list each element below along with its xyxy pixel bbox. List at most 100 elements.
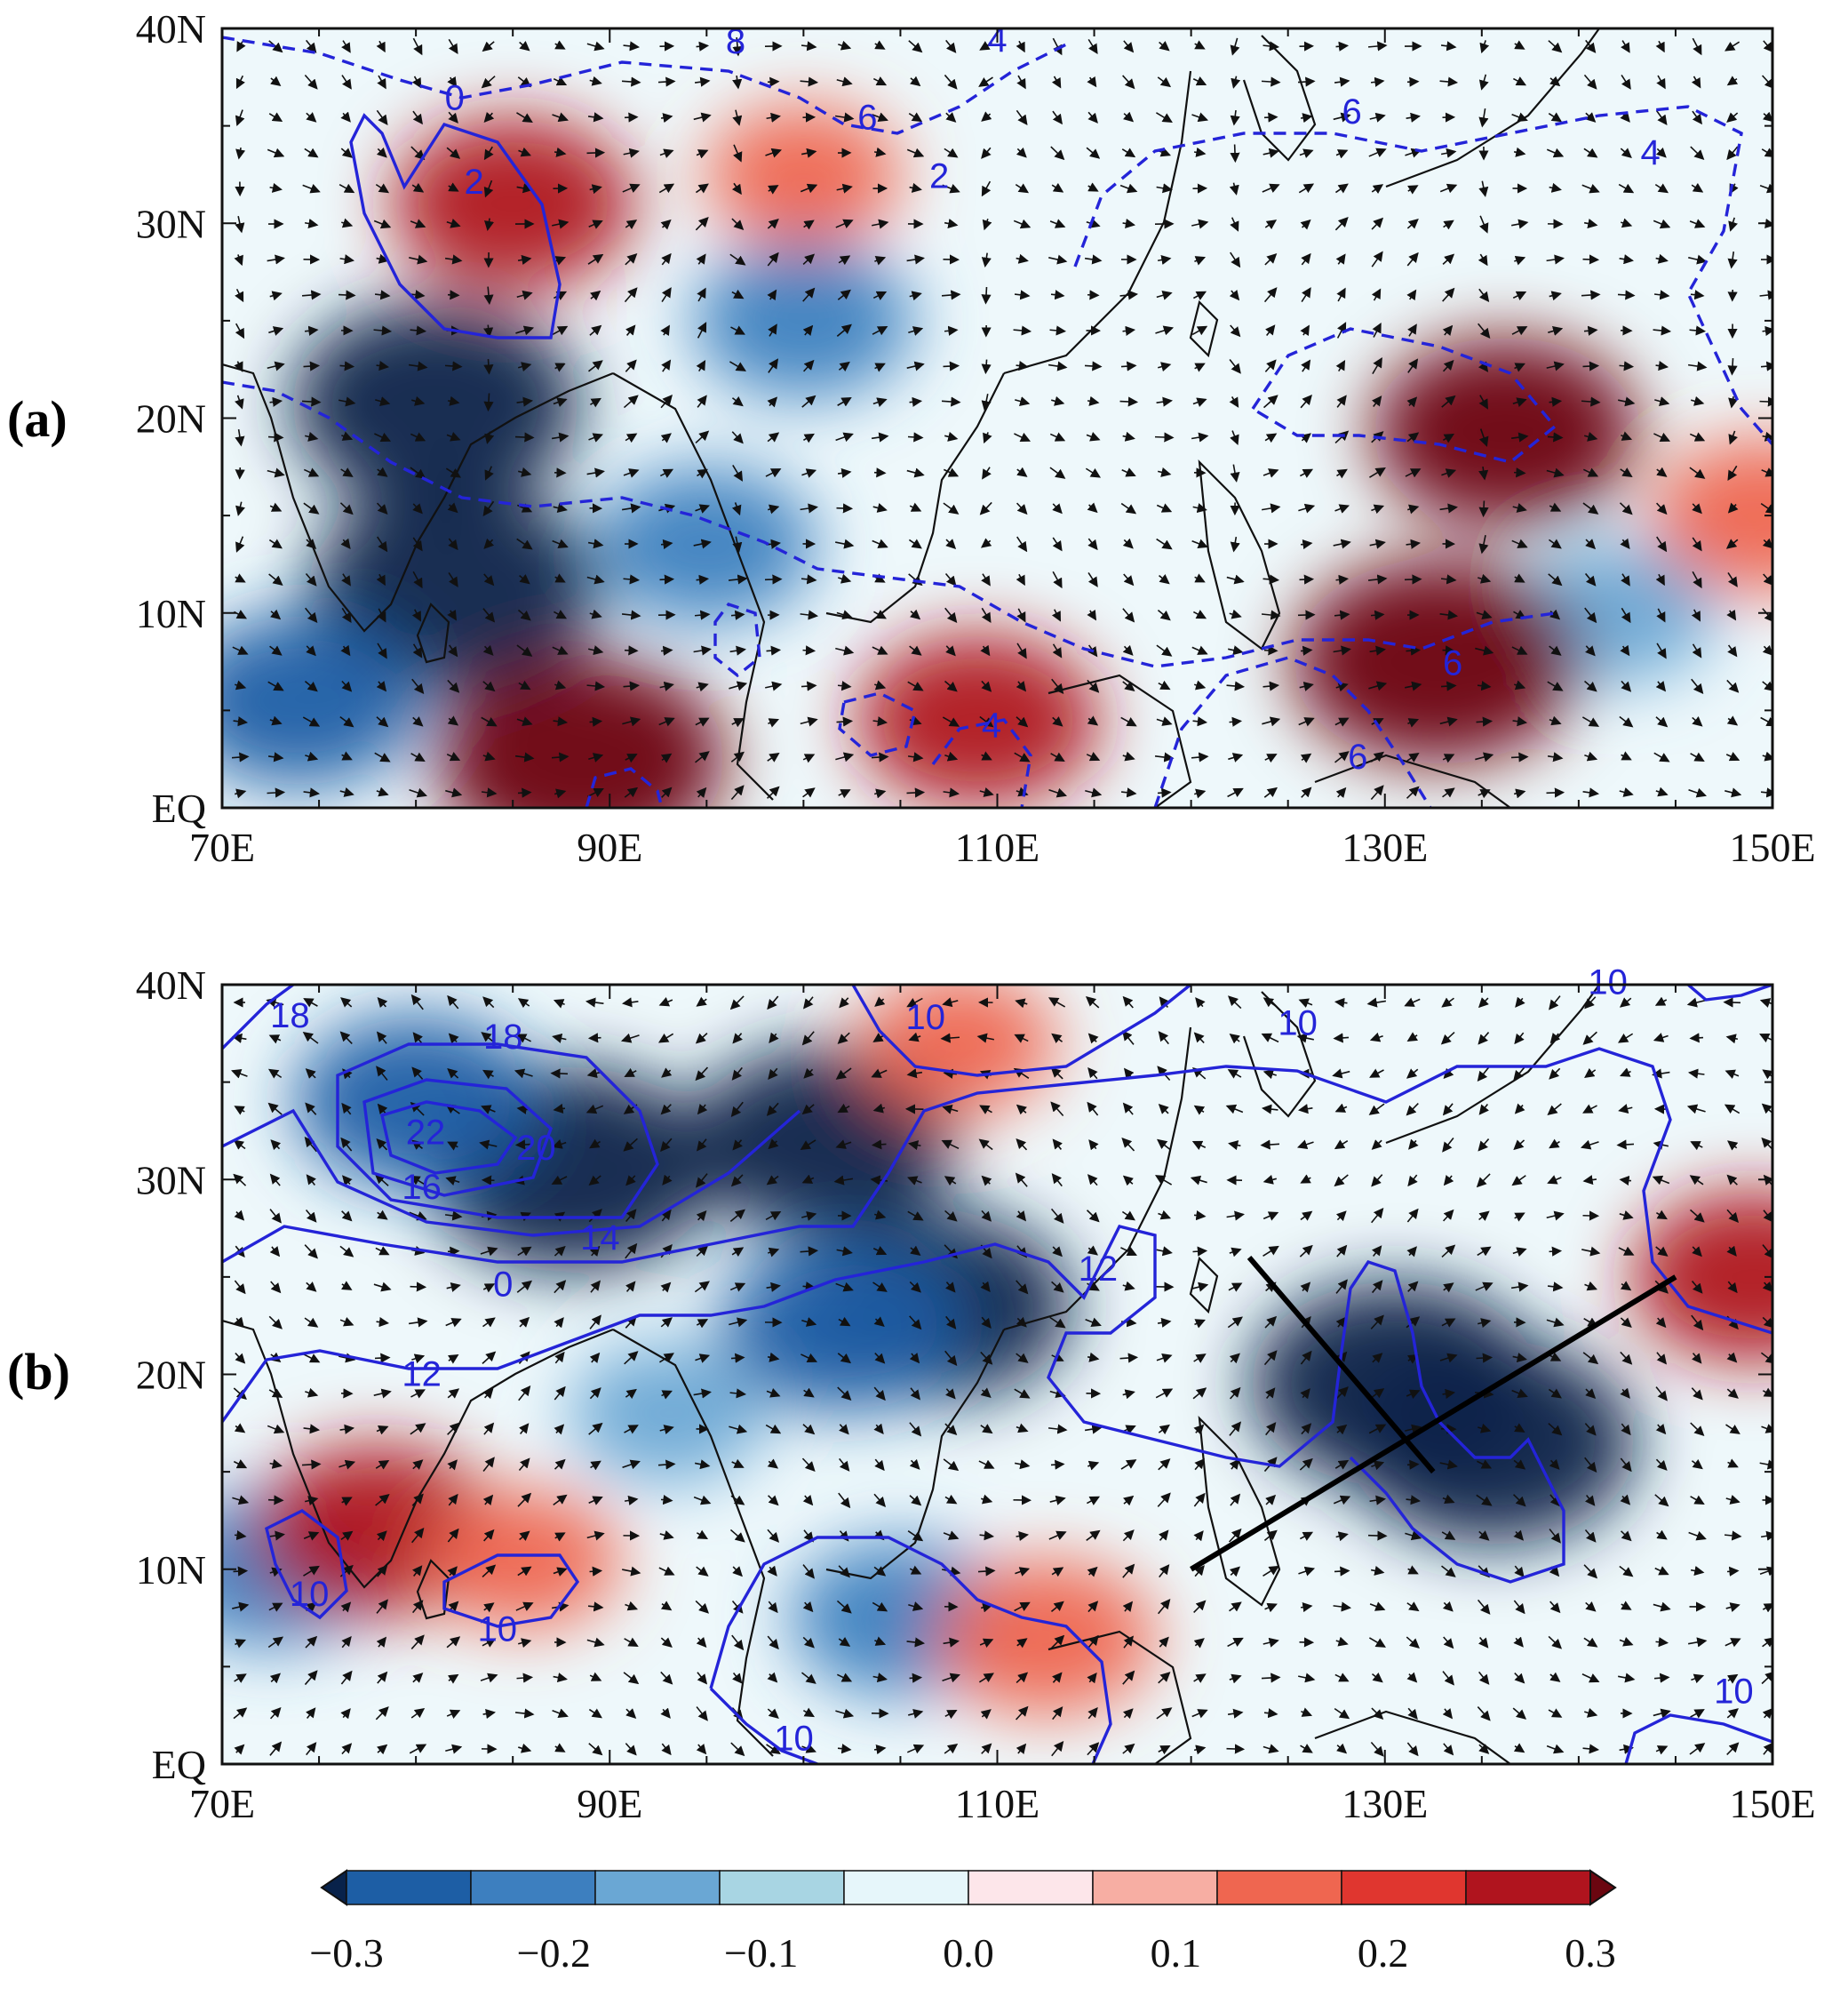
panel-b-label: (b) [7,1342,70,1401]
wind-vector [1406,650,1420,651]
anomaly-blob [391,117,634,290]
contour-label: 12 [402,1354,442,1393]
anomaly-blob [694,243,913,398]
contour-label: 10 [1714,1673,1754,1712]
wind-vector [908,437,922,438]
wind-vector [1334,1037,1349,1038]
wind-vector [518,793,530,794]
contour-label: 2 [464,163,483,202]
colorbar-tick-label: 0.1 [1151,1930,1202,1976]
wind-vector [731,1357,744,1358]
wind-vector [340,365,354,366]
x-tick-label: 150E [1729,825,1815,870]
wind-vector [590,1571,601,1572]
wind-vector [1300,579,1313,580]
colorbar-bin [844,1871,968,1904]
wind-vector [1155,437,1173,438]
anomaly-blob [856,634,1100,806]
contour-label: 0 [493,1265,513,1304]
wind-vector [986,287,987,303]
wind-vector [240,467,241,478]
anomaly-blob [1292,559,1581,764]
wind-vector [1235,145,1236,162]
x-tick-label: 90E [577,825,642,870]
anomaly-blob [1372,338,1638,527]
y-tick-label: 20N [136,396,206,442]
anomaly-blob [291,302,580,507]
wind-vector [302,1464,320,1465]
wind-vector [1158,793,1170,794]
contour-label: 18 [270,996,310,1035]
wind-vector [907,793,924,794]
y-tick-label: 40N [136,6,206,52]
wind-vector [1514,473,1525,474]
wind-vector [1618,1144,1634,1145]
panel-a-label: (a) [7,389,68,449]
wind-vector [1618,294,1634,295]
contour-label: 22 [406,1113,446,1152]
wind-vector [1547,793,1564,794]
wind-vector [765,579,781,580]
colorbar-tick-label: −0.3 [309,1930,383,1976]
contour-label: 10 [290,1575,330,1614]
colorbar-bin [720,1871,844,1904]
wind-vector [1193,1250,1207,1251]
wind-vector [1120,402,1137,403]
colorbar-min-extension [322,1871,346,1904]
y-tick-label: 10N [136,1547,206,1593]
wind-vector [587,153,604,154]
contour-label: 14 [580,1218,620,1258]
wind-vector [1477,721,1492,722]
wind-vector [1227,1749,1244,1750]
x-tick-label: 110E [955,825,1040,870]
wind-vector [268,1500,283,1501]
wind-vector [1583,259,1598,260]
wind-vector [1301,650,1311,651]
x-tick-label: 130E [1342,1781,1428,1826]
wind-vector [1477,1357,1492,1358]
wind-vector [1727,1571,1738,1572]
colorbar-bin [1093,1871,1217,1904]
wind-vector [1334,1571,1349,1572]
wind-vector [234,1571,247,1572]
contour-label: 6 [1342,92,1362,132]
wind-vector [1549,1251,1561,1252]
wind-vector [1298,615,1314,616]
wind-vector [910,1678,921,1679]
wind-vector [1441,685,1455,686]
wind-vector [658,81,674,82]
contour-label: 0 [445,79,465,118]
wind-vector [1484,501,1485,516]
y-tick-label: 30N [136,201,206,246]
contour-label: 10 [1588,963,1628,1002]
colorbar-bin [968,1871,1093,1904]
colorbar-bin [1466,1871,1590,1904]
wind-vector [488,394,489,411]
wind-vector [448,1251,458,1252]
wind-vector [1264,117,1277,118]
wind-vector [1368,1536,1386,1537]
wind-vector [304,365,319,366]
contour-label: 6 [1443,644,1462,683]
contour-label: 4 [982,707,1001,746]
wind-vector [1760,402,1777,403]
colorbar-bin [471,1871,595,1904]
anomaly-blob [1347,1340,1637,1545]
wind-vector [1583,1216,1598,1217]
colorbar-bin [1342,1871,1466,1904]
wind-vector [660,579,673,580]
anomaly-blob [178,615,421,787]
y-tick-label: 20N [136,1353,206,1398]
contour-label: 12 [1079,1250,1119,1289]
wind-vector [1405,579,1421,580]
wind-vector [872,756,888,757]
wind-vector [268,437,283,438]
wind-vector [837,508,852,509]
